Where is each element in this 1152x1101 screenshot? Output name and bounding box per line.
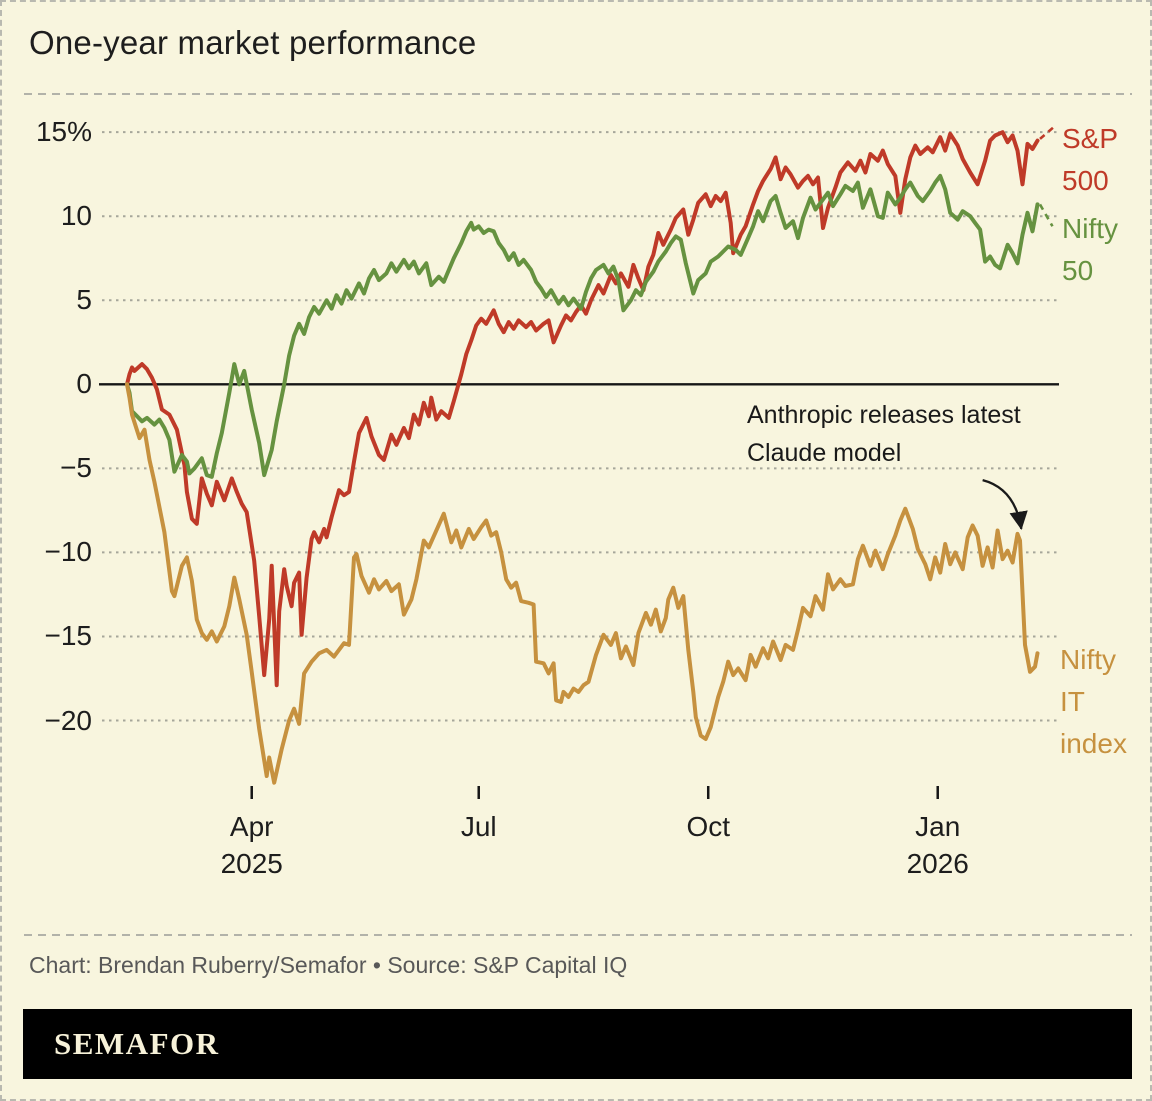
semafor-logo: SEMAFOR: [54, 1026, 220, 1061]
y-tick-label--15: −15: [44, 620, 93, 652]
y-tick-label-10: 10: [60, 200, 92, 232]
annotation-arrow: [982, 479, 1028, 531]
x-tick-month: Apr: [229, 811, 274, 842]
series-label-nifty50: Nifty 50: [1062, 213, 1118, 286]
page-title: One-year market performance: [29, 24, 477, 61]
y-tick-label--10: −10: [44, 536, 93, 568]
x-tick-month: Jul: [460, 811, 497, 842]
x-tick-year: 2026: [906, 848, 969, 879]
x-tick-month: Jan: [915, 811, 961, 842]
credit-source-line: Chart: Brendan Ruberry/Semafor • Source:…: [29, 952, 628, 978]
top-divider: [24, 93, 1132, 95]
label-leader-0: [1039, 126, 1055, 140]
y-tick-label-15: 15%: [35, 116, 92, 148]
annotation-anthropic-release: Anthropic releases latest Claude model: [747, 401, 1021, 467]
y-tick-label--20: −20: [44, 704, 93, 736]
label-leader-1: [1038, 203, 1054, 227]
x-tick-label-Apr: Apr 2025: [182, 808, 322, 882]
x-tick-label-Oct: Oct: [638, 808, 778, 845]
y-tick-label--5: −5: [60, 452, 92, 484]
series-label-nifty-it: Nifty IT index: [1060, 644, 1127, 759]
x-tick-year: 2025: [220, 848, 283, 879]
y-tick-label-5: 5: [76, 284, 92, 316]
x-tick-label-Jul: Jul: [409, 808, 549, 845]
line-series-0: [125, 130, 1040, 688]
x-tick-label-Jan: Jan 2026: [868, 808, 1008, 882]
series-label-sp500: S&P 500: [1062, 123, 1118, 196]
semafor-logo-bar: SEMAFOR: [23, 1009, 1132, 1079]
line-series-1: [125, 173, 1040, 479]
x-tick-month: Oct: [686, 811, 730, 842]
bottom-divider: [24, 934, 1132, 936]
line-series-2: [125, 382, 1040, 785]
y-tick-label-0: 0: [76, 368, 92, 400]
